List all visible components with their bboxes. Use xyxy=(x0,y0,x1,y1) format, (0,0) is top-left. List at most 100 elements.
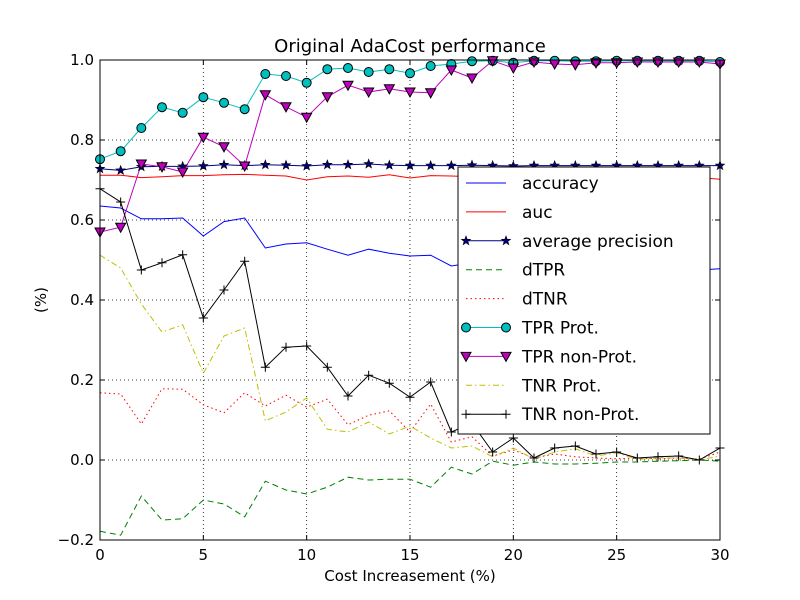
data-point-tpr-non-prot xyxy=(300,112,313,124)
legend-marker-tpr-prot xyxy=(461,322,471,333)
marker-layer xyxy=(94,55,726,465)
legend-marker-average-precision xyxy=(500,235,512,246)
y-tick-label: 0.8 xyxy=(70,131,94,149)
legend-marker-tpr-non-prot xyxy=(500,351,512,363)
data-point-tpr-prot xyxy=(405,68,415,79)
data-point-tpr-non-prot xyxy=(238,161,251,173)
data-point-tpr-non-prot xyxy=(176,167,189,179)
data-point-tnr-non-prot xyxy=(260,362,270,372)
legend: accuracy auc average precision dTPR dTNR TPR … xyxy=(457,166,711,435)
data-point-tnr-non-prot xyxy=(632,453,642,463)
legend-marker-tnr-non-prot xyxy=(461,409,471,419)
series-line-dtpr xyxy=(100,459,720,536)
y-axis-label: (%) xyxy=(32,287,50,313)
data-point-tnr-non-prot xyxy=(653,452,663,462)
data-point-average-precision xyxy=(363,158,375,169)
y-tick-label: 0.6 xyxy=(70,211,94,229)
data-point-average-precision xyxy=(445,159,457,171)
data-point-tpr-non-prot xyxy=(383,84,396,95)
x-tick-label: 30 xyxy=(710,546,729,564)
data-point-tpr-prot xyxy=(301,77,312,88)
data-point-tpr-non-prot xyxy=(590,58,602,69)
data-point-tnr-non-prot xyxy=(364,370,374,380)
data-point-average-precision xyxy=(383,159,395,170)
data-point-average-precision xyxy=(425,159,437,171)
data-point-tnr-non-prot xyxy=(674,451,684,461)
data-point-tnr-non-prot xyxy=(508,433,518,443)
y-tick-label: −0.2 xyxy=(58,531,94,549)
data-point-tnr-non-prot xyxy=(116,197,126,207)
data-point-tpr-prot xyxy=(467,56,477,67)
data-point-average-precision xyxy=(404,159,416,171)
data-point-tpr-non-prot xyxy=(259,90,272,101)
legend-marker-tpr-non-prot xyxy=(460,351,472,363)
legend-label-tpr-non-prot: TPR non-Prot. xyxy=(521,347,637,367)
data-point-tnr-non-prot xyxy=(612,447,622,457)
data-point-tnr-non-prot xyxy=(198,313,208,323)
y-tick-label: 0.2 xyxy=(70,371,94,389)
data-point-tpr-non-prot xyxy=(218,142,230,153)
data-point-tpr-non-prot xyxy=(466,73,478,85)
data-point-tpr-non-prot xyxy=(135,159,148,171)
legend-label-tnr-prot: TNR Prot. xyxy=(521,376,601,396)
legend-marker-tnr-non-prot xyxy=(501,409,511,419)
data-point-tpr-prot xyxy=(343,63,353,73)
data-point-tnr-non-prot xyxy=(405,392,415,402)
data-point-average-precision xyxy=(342,159,354,170)
data-point-tnr-non-prot xyxy=(178,250,188,260)
chart-title: Original AdaCost performance xyxy=(274,36,546,57)
data-point-tpr-prot xyxy=(363,67,374,77)
data-point-average-precision xyxy=(115,164,127,175)
data-point-tpr-non-prot xyxy=(569,60,582,71)
data-point-tnr-non-prot xyxy=(240,256,250,266)
legend-label-accuracy: accuracy xyxy=(522,174,599,194)
data-point-tpr-prot xyxy=(115,146,126,157)
data-point-tpr-non-prot xyxy=(424,88,437,99)
x-tick-label: 20 xyxy=(504,546,523,564)
data-point-tpr-non-prot xyxy=(280,102,292,113)
data-point-tpr-non-prot xyxy=(404,87,416,99)
data-point-average-precision xyxy=(259,159,271,170)
data-point-tnr-non-prot xyxy=(570,441,580,451)
legend-marker-tpr-prot xyxy=(501,322,511,333)
data-point-tnr-non-prot xyxy=(694,455,704,465)
x-tick-label: 0 xyxy=(95,546,105,564)
legend-label-dtpr: dTPR xyxy=(522,261,565,281)
data-point-tpr-prot xyxy=(322,64,333,75)
x-tick-label: 15 xyxy=(400,546,419,564)
series-line-dtnr xyxy=(100,388,720,460)
legend-label-tnr-non-prot: TNR non-Prot. xyxy=(521,405,639,425)
data-point-tnr-non-prot xyxy=(219,285,229,295)
legend-marker-average-precision xyxy=(460,235,472,246)
data-point-tnr-non-prot xyxy=(302,341,312,351)
data-point-tpr-non-prot xyxy=(486,56,499,67)
x-tick-label: 5 xyxy=(199,546,209,564)
data-point-tnr-non-prot xyxy=(591,449,601,459)
data-point-tpr-non-prot xyxy=(197,132,210,144)
data-point-tpr-prot xyxy=(177,107,188,118)
data-point-tpr-prot xyxy=(219,97,229,108)
data-point-average-precision xyxy=(321,159,333,170)
data-point-tpr-non-prot xyxy=(362,87,375,99)
data-point-tnr-non-prot xyxy=(446,427,456,437)
data-point-tnr-non-prot xyxy=(384,378,394,388)
ticks: 0 5 10 15 20 25 30 −0.2 0.0 0.2 0.4 0.6 0.8 1.0 xyxy=(58,51,730,564)
data-point-tpr-non-prot xyxy=(321,92,334,103)
data-point-tpr-non-prot xyxy=(156,162,168,173)
data-point-tpr-prot xyxy=(198,92,209,103)
data-point-average-precision xyxy=(280,159,292,170)
x-axis-label: Cost Increasement (%) xyxy=(324,567,496,585)
data-point-tpr-prot xyxy=(239,104,250,115)
data-point-tnr-non-prot xyxy=(136,265,146,275)
y-tick-label: 0.4 xyxy=(70,291,94,309)
x-tick-label: 10 xyxy=(297,546,316,564)
y-tick-label: 0.0 xyxy=(70,451,94,469)
y-tick-label: 1.0 xyxy=(70,51,94,69)
legend-label-auc: auc xyxy=(522,203,553,223)
legend-label-tpr-prot: TPR Prot. xyxy=(521,319,599,339)
data-point-tpr-prot xyxy=(260,69,271,79)
data-point-tnr-non-prot xyxy=(426,377,436,387)
data-point-tnr-non-prot xyxy=(550,443,560,453)
data-point-average-precision xyxy=(197,160,209,171)
